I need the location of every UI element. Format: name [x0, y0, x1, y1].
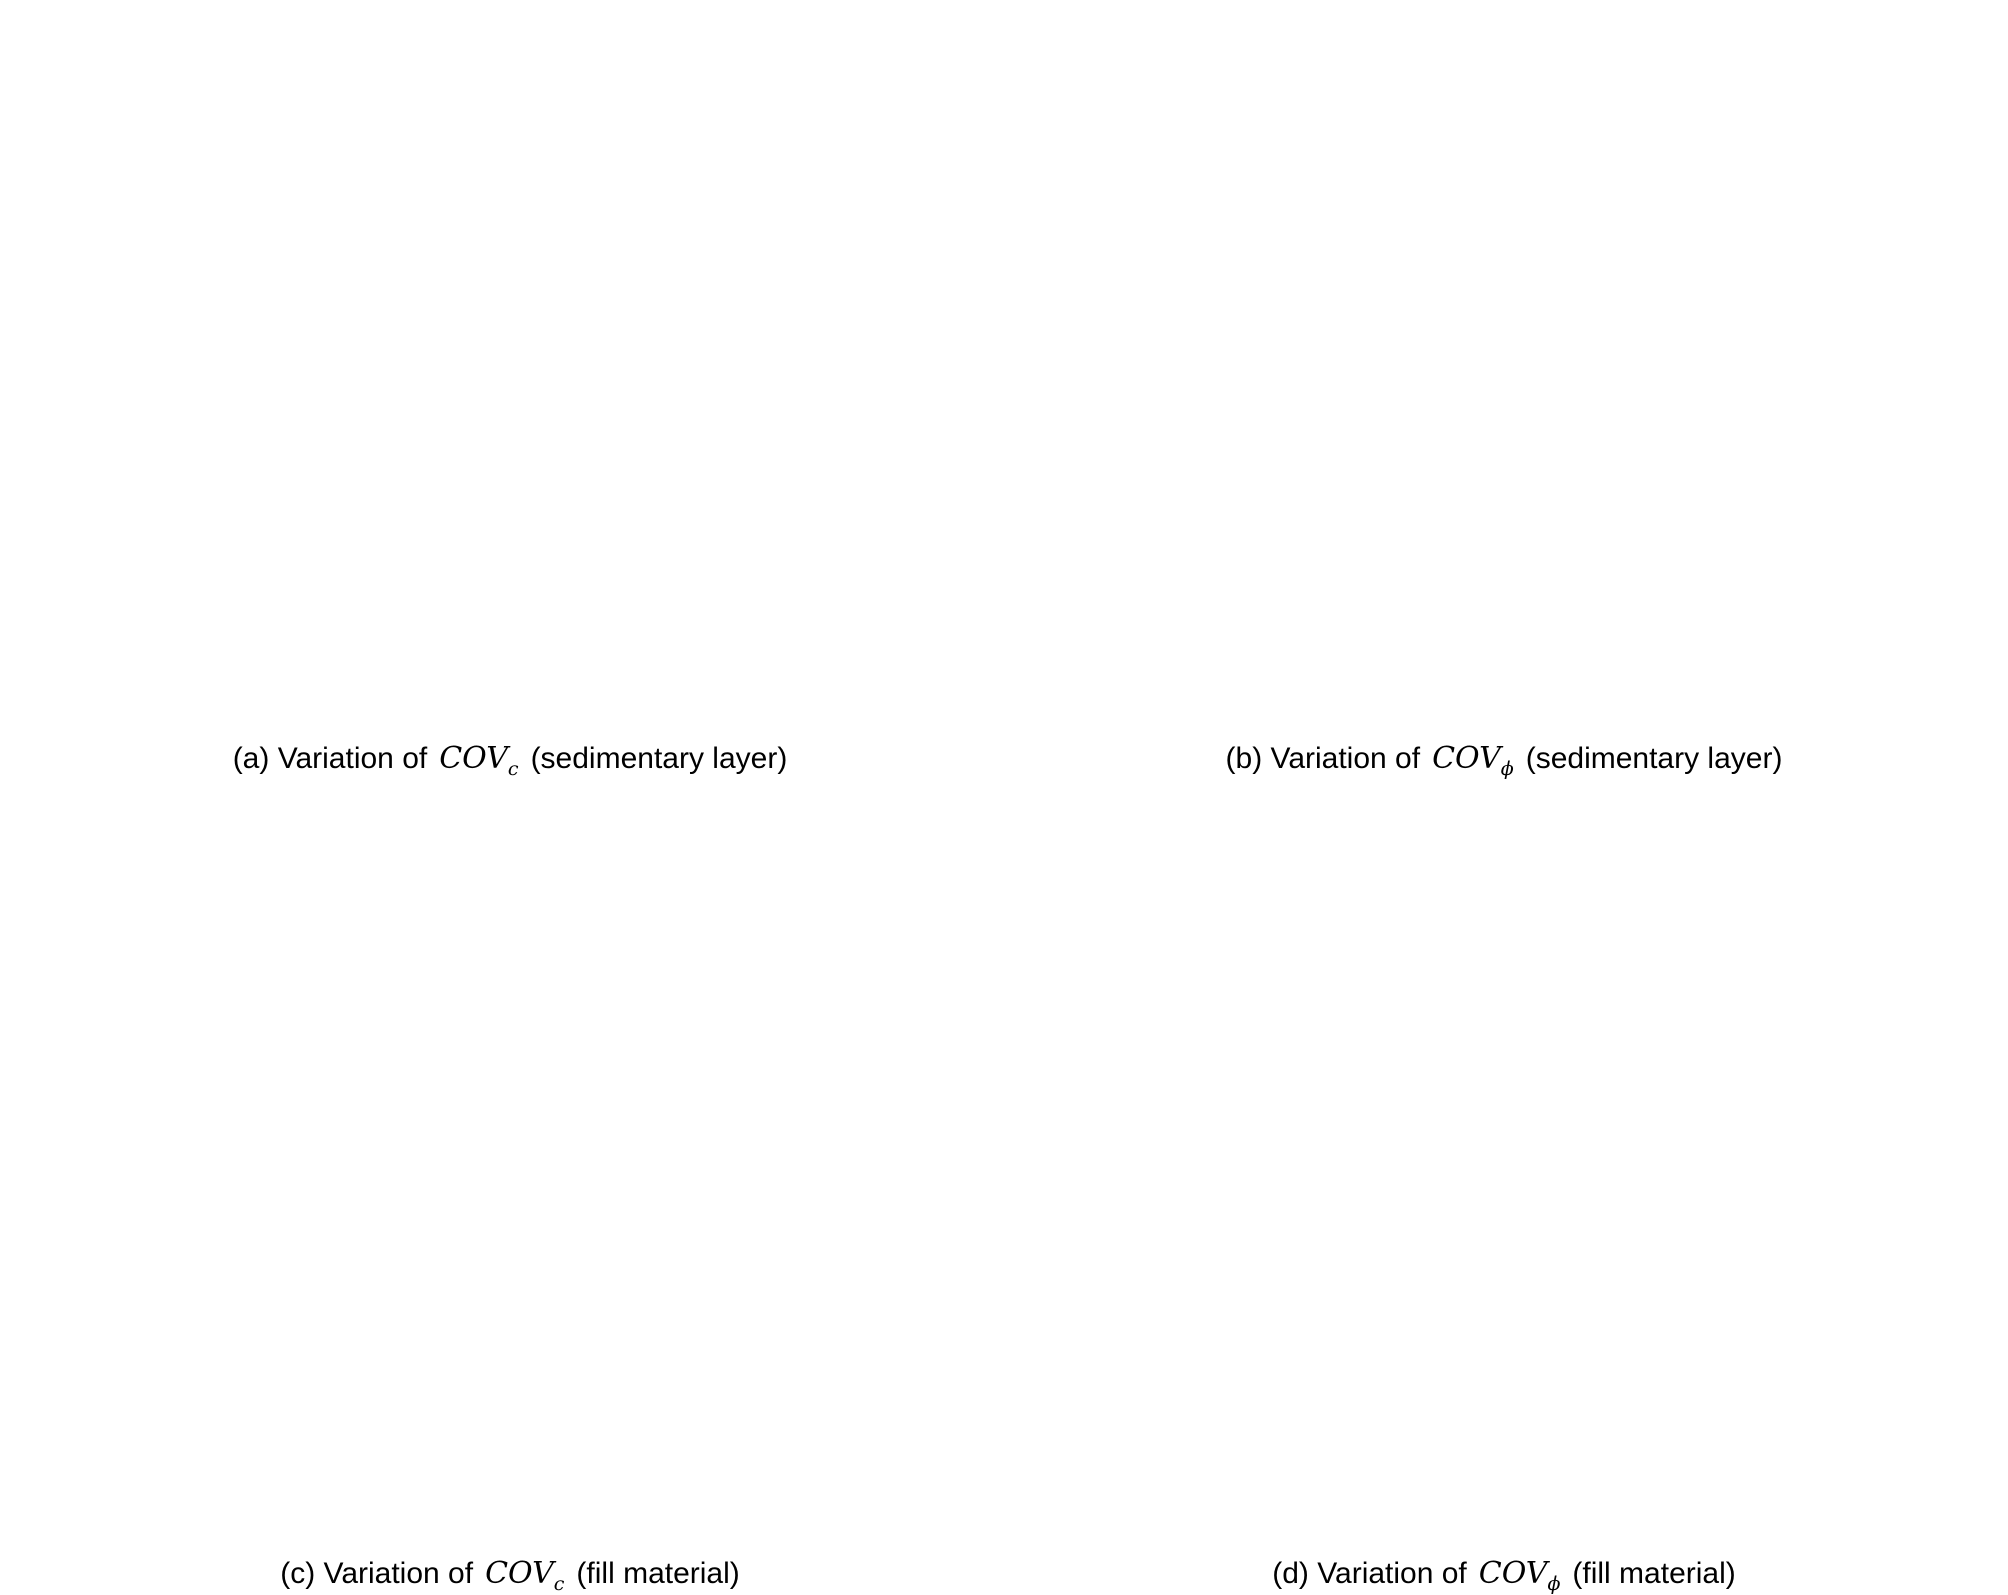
chart-a [0, 0, 1004, 797]
chart-d [1004, 797, 2008, 1594]
caption-symbol: COVϕ [1478, 1556, 1561, 1595]
caption-symbol: COVϕ [1432, 741, 1514, 780]
caption-a: (a) Variation of COVc (sedimentary layer) [170, 741, 850, 780]
caption-d: (d) Variation of COVϕ (fill material) [1164, 1556, 1844, 1595]
chart-c [0, 797, 1004, 1594]
caption-symbol: COVc [439, 741, 519, 780]
caption-suffix: (sedimentary layer) [530, 742, 788, 775]
panel-c: (c) Variation of COVc (fill material) [0, 797, 1004, 1595]
caption-b: (b) Variation of COVϕ (sedimentary layer) [1164, 741, 1844, 780]
caption-prefix: (c) Variation of [280, 1557, 474, 1590]
chart-b [1004, 0, 2008, 797]
panel-b: (b) Variation of COVϕ (sedimentary layer) [1004, 0, 2008, 797]
caption-suffix: (fill material) [576, 1557, 740, 1590]
caption-symbol: COVc [485, 1556, 565, 1595]
caption-prefix: (d) Variation of [1272, 1557, 1467, 1590]
panel-d: (d) Variation of COVϕ (fill material) [1004, 797, 2008, 1595]
caption-prefix: (b) Variation of [1225, 742, 1421, 775]
caption-suffix: (sedimentary layer) [1525, 742, 1783, 775]
panel-a: (a) Variation of COVc (sedimentary layer) [0, 0, 1004, 797]
caption-suffix: (fill material) [1572, 1557, 1736, 1590]
caption-prefix: (a) Variation of [232, 742, 428, 775]
caption-c: (c) Variation of COVc (fill material) [170, 1556, 850, 1595]
